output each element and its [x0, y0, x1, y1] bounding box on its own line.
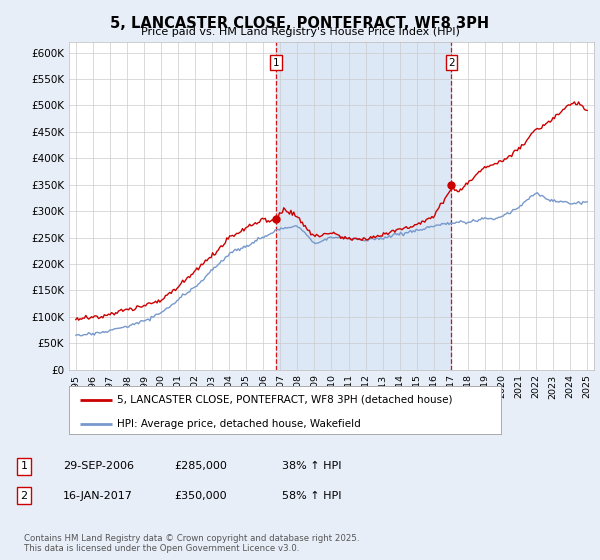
Text: Contains HM Land Registry data © Crown copyright and database right 2025.
This d: Contains HM Land Registry data © Crown c…: [24, 534, 359, 553]
Text: 16-JAN-2017: 16-JAN-2017: [63, 491, 133, 501]
Point: [271, 214, 281, 223]
Bar: [276, 42, 451, 370]
Text: 1: 1: [273, 58, 280, 68]
Text: 29-SEP-2006: 29-SEP-2006: [63, 461, 134, 472]
Text: £285,000: £285,000: [174, 461, 227, 472]
Text: 38% ↑ HPI: 38% ↑ HPI: [282, 461, 341, 472]
Text: 2: 2: [20, 491, 28, 501]
Text: Price paid vs. HM Land Registry's House Price Index (HPI): Price paid vs. HM Land Registry's House …: [140, 27, 460, 37]
Text: 2: 2: [448, 58, 455, 68]
Text: 5, LANCASTER CLOSE, PONTEFRACT, WF8 3PH: 5, LANCASTER CLOSE, PONTEFRACT, WF8 3PH: [110, 16, 490, 31]
Text: 58% ↑ HPI: 58% ↑ HPI: [282, 491, 341, 501]
Text: 1: 1: [20, 461, 28, 472]
Text: £350,000: £350,000: [174, 491, 227, 501]
Text: 5, LANCASTER CLOSE, PONTEFRACT, WF8 3PH (detached house): 5, LANCASTER CLOSE, PONTEFRACT, WF8 3PH …: [116, 395, 452, 405]
Point: [446, 180, 456, 189]
Text: HPI: Average price, detached house, Wakefield: HPI: Average price, detached house, Wake…: [116, 418, 360, 428]
